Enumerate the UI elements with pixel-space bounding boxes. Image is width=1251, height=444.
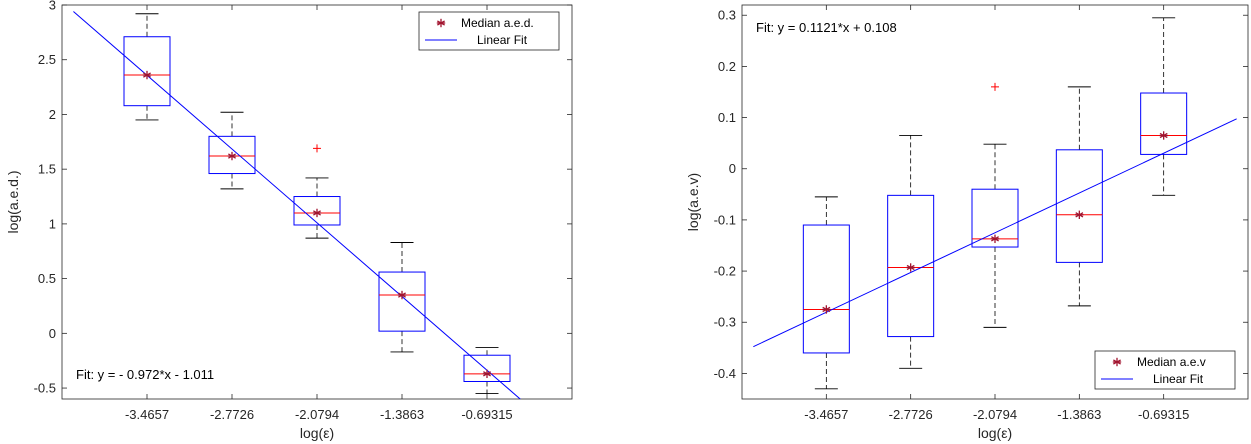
median-point <box>822 305 831 314</box>
legend-box <box>1094 350 1236 390</box>
box-1 <box>802 196 850 390</box>
median-point <box>312 208 322 218</box>
y-axis-label: log(a.e.d.) <box>5 170 21 233</box>
x-tick-label: -3.4657 <box>804 407 848 422</box>
legend: Median a.e.v Linear Fit <box>1094 350 1236 390</box>
y-tick-label: 2 <box>49 107 56 122</box>
legend-marker-median <box>1112 357 1122 367</box>
x-tick-label: -2.0794 <box>295 407 339 422</box>
median-point <box>1075 210 1084 219</box>
x-tick-label: -2.0794 <box>973 407 1017 422</box>
fit-equation: Fit: y = - 0.972*x - 1.011 <box>76 367 214 382</box>
y-tick-label: -0.1 <box>714 212 736 227</box>
y-tick-label: -0.4 <box>714 366 736 381</box>
x-tick-label: -0.69315 <box>461 407 512 422</box>
median-point <box>990 234 1000 244</box>
box-rect <box>293 196 341 226</box>
y-tick-label: 1 <box>49 216 56 231</box>
box-5 <box>1140 17 1188 196</box>
box-3 <box>293 144 341 239</box>
legend-box <box>418 11 560 51</box>
box-rect <box>208 135 256 175</box>
legend-marker-median <box>436 18 446 28</box>
x-tick-label: -3.4657 <box>125 407 169 422</box>
fit-equation: Fit: y = 0.1121*x + 0.108 <box>756 20 897 35</box>
y-tick-label: 2.5 <box>38 52 56 67</box>
box-rect <box>887 194 935 338</box>
box-2 <box>208 111 256 190</box>
y-tick-label: 0.3 <box>718 8 736 23</box>
box-rect <box>971 188 1019 248</box>
y-tick-label: -0.2 <box>714 264 736 279</box>
y-tick-label: -0.3 <box>714 315 736 330</box>
legend-label-median: Median a.e.v <box>1137 355 1206 369</box>
y-tick-label: 0 <box>49 326 56 341</box>
x-axis-label: log(ε) <box>978 425 1012 441</box>
chart-2: -0.4 -0.3 -0.2 -0.1 0 0.1 0.2 0.3 -3.4657 -2.7726… <box>685 4 1249 441</box>
box-2 <box>887 135 935 369</box>
y-tick-label: -0.5 <box>34 381 56 396</box>
axes-box <box>61 4 573 400</box>
legend: Median a.e.d. Linear Fit <box>418 11 560 51</box>
x-tick-label: -2.7726 <box>889 407 933 422</box>
box-rect <box>1140 92 1188 155</box>
x-tick-label: -1.3863 <box>380 407 424 422</box>
box-rect <box>378 271 426 332</box>
median-point <box>1159 131 1168 140</box>
chart-1: -0.5 0 0.5 1 1.5 2 2.5 3 -3.4657 -2.7726 -2.0794 -1… <box>5 0 573 441</box>
legend-label-fit: Linear Fit <box>1153 372 1204 386</box>
box-rect <box>463 354 511 382</box>
median-point <box>142 70 152 80</box>
box-4 <box>1055 86 1103 307</box>
legend-label-median: Median a.e.d. <box>461 16 534 30</box>
median-point <box>906 263 915 272</box>
median-point <box>482 369 492 379</box>
y-tick-label: 0.5 <box>38 271 56 286</box>
y-tick-label: 0.1 <box>718 110 736 125</box>
y-tick-label: 3 <box>49 0 56 13</box>
axes-box <box>741 4 1249 400</box>
x-tick-label: -1.3863 <box>1057 407 1101 422</box>
y-axis-label: log(a.e.v) <box>685 173 701 231</box>
box-rect <box>123 36 171 107</box>
y-tick-label: 0 <box>729 161 736 176</box>
median-point <box>227 151 237 161</box>
box-3 <box>971 82 1019 328</box>
fit-line <box>753 118 1237 348</box>
x-axis-label: log(ε) <box>300 425 334 441</box>
fit-line <box>73 11 521 399</box>
x-tick-label: -0.69315 <box>1138 407 1189 422</box>
y-tick-label: 0.2 <box>718 59 736 74</box>
median-point <box>397 290 407 300</box>
y-tick-label: 1.5 <box>38 162 56 177</box>
box-rect <box>802 224 850 354</box>
box-rect <box>1055 149 1103 263</box>
box-1 <box>123 13 171 121</box>
x-tick-label: -2.7726 <box>210 407 254 422</box>
legend-label-fit: Linear Fit <box>477 33 528 47</box>
